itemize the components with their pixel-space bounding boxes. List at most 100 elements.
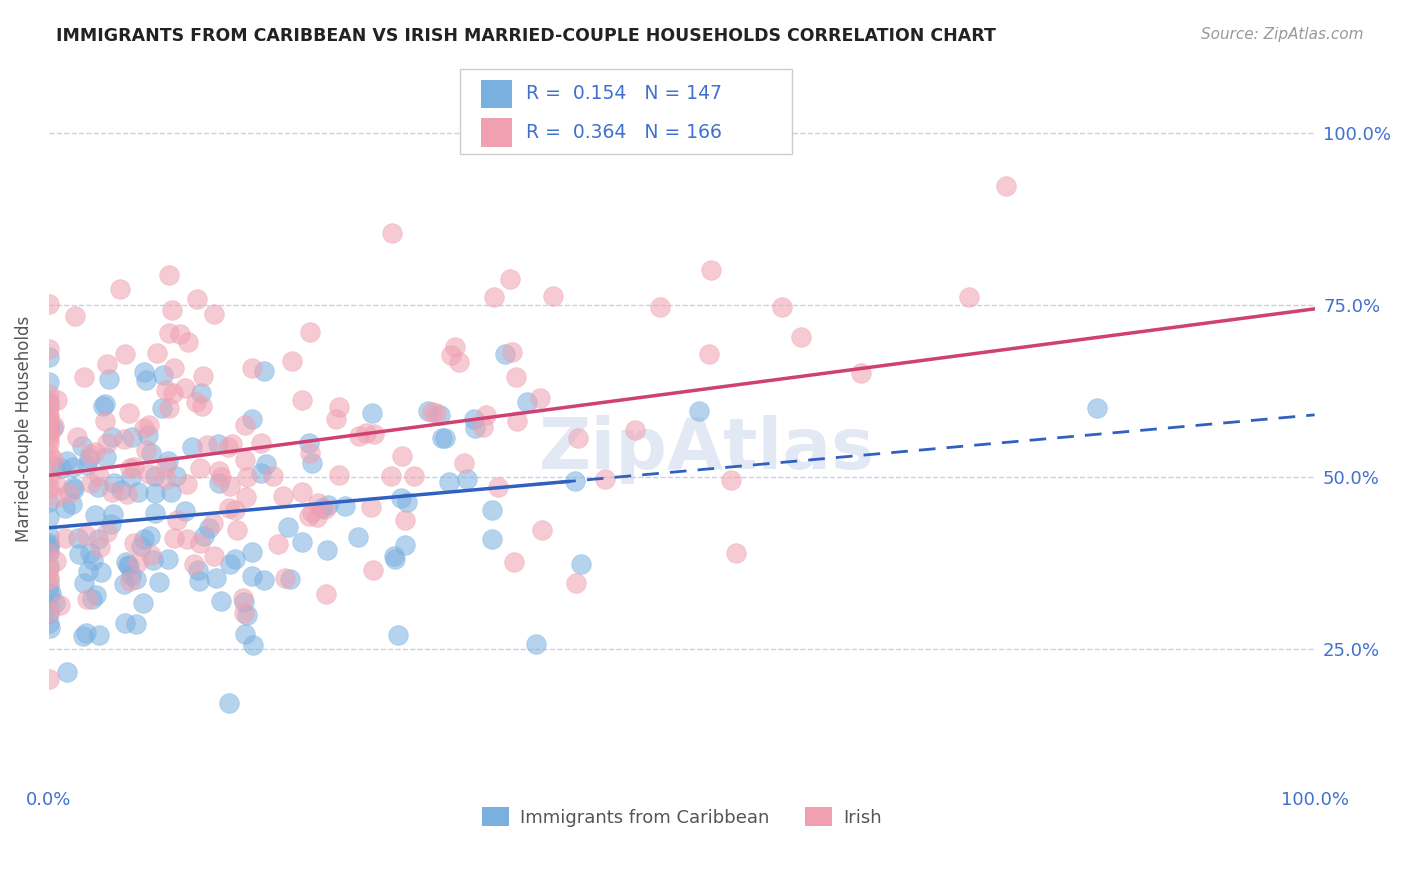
Point — [271, 489, 294, 503]
Point — [38, 672, 60, 686]
Point — [541, 289, 564, 303]
Point — [232, 591, 254, 606]
Point — [72, 439, 94, 453]
Point — [91, 399, 114, 413]
Text: Source: ZipAtlas.com: Source: ZipAtlas.com — [1201, 27, 1364, 42]
Point — [274, 571, 297, 585]
Point — [110, 483, 132, 497]
Point — [233, 606, 256, 620]
Point — [224, 552, 246, 566]
Point — [193, 369, 215, 384]
Point — [381, 226, 404, 240]
Point — [849, 366, 872, 380]
Point — [233, 453, 256, 467]
Point — [218, 501, 240, 516]
Point — [347, 530, 370, 544]
Point — [38, 425, 60, 440]
Point — [252, 364, 274, 378]
Point — [121, 430, 143, 444]
Point — [187, 574, 209, 588]
Point — [218, 696, 240, 710]
Y-axis label: Married-couple Households: Married-couple Households — [15, 316, 32, 541]
Point — [163, 531, 186, 545]
Point — [38, 401, 60, 415]
Point — [291, 485, 314, 500]
Point — [202, 307, 225, 321]
Point — [418, 404, 440, 418]
Point — [84, 588, 107, 602]
Point — [143, 506, 166, 520]
Point — [38, 417, 60, 432]
Point — [176, 334, 198, 349]
Point — [505, 370, 527, 384]
Point — [38, 572, 60, 586]
Point — [73, 369, 96, 384]
Point — [725, 546, 748, 560]
Point — [253, 573, 276, 587]
Point — [187, 563, 209, 577]
Point — [250, 436, 273, 450]
Point — [186, 292, 208, 306]
Point — [94, 397, 117, 411]
Point — [316, 498, 339, 512]
Point — [38, 419, 60, 434]
Point — [176, 477, 198, 491]
Point — [202, 549, 225, 563]
Point — [132, 421, 155, 435]
Point — [360, 500, 382, 514]
Point — [486, 479, 509, 493]
Point — [136, 427, 159, 442]
Point — [472, 419, 495, 434]
Point — [38, 396, 60, 410]
Point — [240, 545, 263, 559]
Point — [108, 281, 131, 295]
Point — [138, 418, 160, 433]
Point — [157, 268, 180, 282]
Point — [38, 296, 60, 310]
Point — [101, 485, 124, 500]
Point — [38, 375, 60, 389]
Point — [146, 345, 169, 359]
Point — [38, 415, 60, 429]
Point — [56, 665, 79, 679]
Point — [240, 569, 263, 583]
Point — [453, 456, 475, 470]
Point — [494, 347, 516, 361]
Point — [254, 458, 277, 472]
Point — [221, 436, 243, 450]
Point — [38, 545, 60, 559]
Point — [624, 423, 647, 437]
Point — [58, 486, 80, 500]
Point — [38, 386, 60, 401]
Point — [291, 535, 314, 549]
Point — [475, 408, 498, 422]
Point — [44, 596, 66, 610]
Point — [80, 475, 103, 490]
Point — [84, 508, 107, 523]
Point — [38, 538, 60, 552]
Legend: Immigrants from Caribbean, Irish: Immigrants from Caribbean, Irish — [475, 800, 889, 834]
Point — [224, 503, 246, 517]
Point — [38, 409, 60, 423]
Point — [87, 468, 110, 483]
Point — [387, 628, 409, 642]
Point — [90, 565, 112, 579]
Point — [481, 532, 503, 546]
Point — [501, 345, 523, 359]
Point — [564, 474, 586, 488]
Point — [89, 540, 111, 554]
Point — [434, 431, 457, 445]
Point — [114, 616, 136, 631]
Point — [439, 475, 461, 490]
Point — [166, 513, 188, 527]
Point — [96, 357, 118, 371]
Point — [266, 537, 288, 551]
Point — [84, 444, 107, 458]
Point — [49, 598, 72, 612]
Point — [156, 454, 179, 468]
Point — [720, 473, 742, 487]
Point — [394, 538, 416, 552]
Point — [232, 595, 254, 609]
Point — [291, 392, 314, 407]
Point — [790, 330, 813, 344]
